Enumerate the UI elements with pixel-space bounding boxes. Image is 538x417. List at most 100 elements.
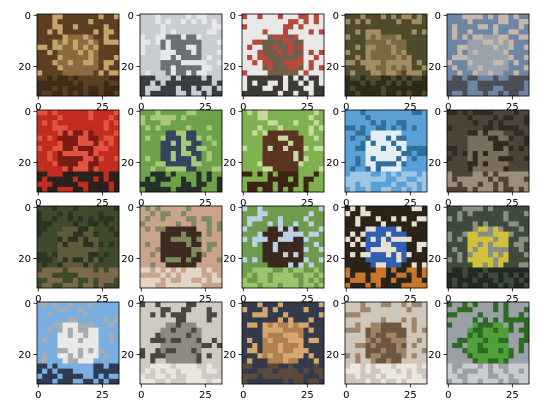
image-pixel [416, 343, 423, 349]
image-pixel [206, 19, 213, 25]
image-pixel [303, 358, 309, 364]
image-pixel [457, 267, 463, 273]
image-pixel [482, 65, 489, 71]
image-pixel [365, 353, 371, 359]
image-pixel [42, 307, 48, 313]
image-pixel [277, 343, 284, 349]
image-pixel [140, 34, 146, 40]
image-pixel [47, 176, 53, 183]
image-pixel [47, 140, 53, 147]
image-pixel [206, 252, 213, 258]
image-pixel [272, 176, 279, 183]
image-pixel [421, 14, 428, 20]
image-pixel [360, 186, 366, 193]
image-pixel [277, 216, 284, 222]
axes-frame [139, 109, 223, 193]
image-pixel [72, 236, 79, 243]
image-pixel [98, 176, 104, 183]
image-pixel [421, 24, 428, 30]
image-pixel [155, 115, 161, 121]
image-pixel [62, 353, 69, 359]
image-pixel [313, 358, 320, 364]
image-pixel [262, 378, 268, 385]
image-pixel [365, 24, 371, 30]
image-pixel [298, 277, 304, 284]
image-pixel [350, 247, 356, 253]
image-pixel [360, 348, 366, 354]
image-pixel [267, 115, 274, 121]
image-pixel [88, 358, 94, 364]
image-pixel [165, 211, 172, 217]
image-pixel [452, 206, 458, 212]
image-pixel [62, 307, 69, 313]
image-pixel [186, 70, 192, 76]
image-pixel [47, 34, 53, 40]
image-pixel [186, 135, 192, 142]
image-pixel [155, 60, 161, 66]
image-pixel [57, 181, 63, 188]
image-pixel [523, 262, 530, 268]
image-pixel [211, 14, 218, 20]
x-tick-label: 25 [199, 294, 212, 305]
image-pixel [303, 156, 309, 162]
image-pixel [283, 85, 289, 92]
image-pixel [503, 282, 509, 289]
image-pixel [140, 90, 146, 97]
image-pixel [211, 80, 218, 87]
image-pixel [98, 317, 104, 323]
image-pixel [62, 322, 69, 328]
image-pixel [42, 302, 48, 308]
image-pixel [401, 85, 407, 92]
image-pixel [150, 378, 156, 385]
image-pixel [523, 135, 530, 142]
image-pixel [308, 211, 315, 217]
image-pixel [150, 267, 156, 273]
image-pixel [83, 267, 89, 273]
image-pixel [308, 252, 315, 258]
image-pixel [103, 267, 110, 273]
image-pixel [345, 90, 351, 97]
image-pixel [396, 130, 402, 136]
image-pixel [462, 115, 468, 121]
image-pixel [513, 206, 520, 212]
image-pixel [191, 317, 197, 323]
image-pixel [67, 186, 74, 193]
image-pixel [447, 241, 453, 248]
image-pixel [191, 171, 197, 177]
image-pixel [247, 216, 253, 222]
image-pixel [416, 277, 423, 284]
image-pixel [67, 337, 74, 344]
image-pixel [83, 337, 89, 344]
image-pixel [93, 317, 99, 323]
image-pixel [42, 135, 48, 142]
image-pixel [482, 130, 489, 136]
image-pixel [401, 358, 407, 364]
image-pixel [457, 135, 463, 142]
image-pixel [216, 181, 223, 188]
image-pixel [375, 252, 382, 258]
image-pixel [175, 348, 182, 354]
image-pixel [283, 368, 289, 375]
image-pixel [288, 358, 294, 364]
image-pixel [108, 29, 115, 35]
image-pixel [160, 186, 166, 193]
image-pixel [288, 211, 294, 217]
image-pixel [508, 257, 514, 263]
image-pixel [360, 282, 366, 289]
image-pixel [380, 19, 387, 25]
image-pixel [37, 252, 43, 258]
image-pixel [175, 120, 182, 126]
image-pixel [252, 282, 258, 289]
image-pixel [181, 55, 187, 61]
image-pixel [160, 343, 166, 349]
image-pixel [186, 156, 192, 162]
image-pixel [201, 277, 207, 284]
image-pixel [350, 75, 356, 81]
image-pixel [83, 272, 89, 279]
image-pixel [160, 373, 166, 380]
image-pixel [396, 34, 402, 40]
image-pixel [313, 206, 320, 212]
image-pixel [140, 317, 146, 323]
